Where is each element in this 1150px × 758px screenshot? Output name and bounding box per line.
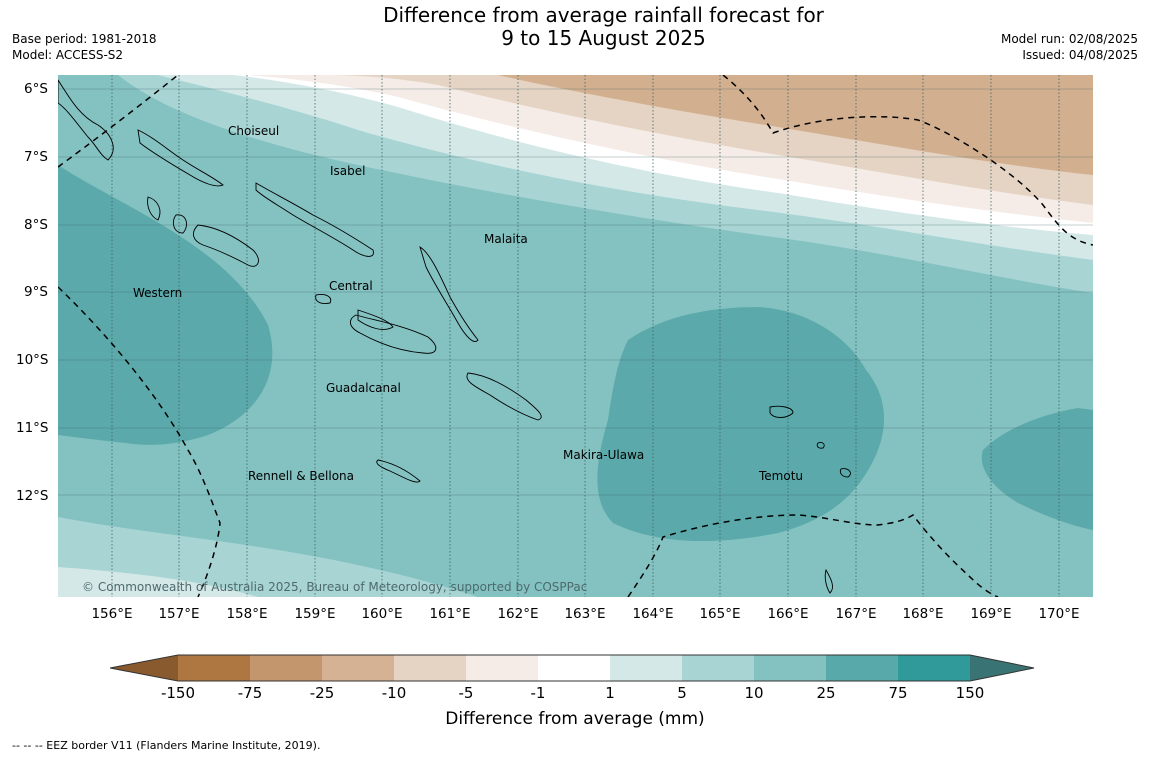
copyright-notice: © Commonwealth of Australia 2025, Bureau…: [82, 580, 588, 594]
colorbar-segment-1: [178, 655, 250, 681]
island-central: [357, 309, 394, 330]
lat-label-10s: 10°S: [16, 352, 49, 368]
lon-label-159e: 159°E: [294, 606, 336, 622]
lat-label-7s: 7°S: [24, 149, 48, 165]
colorbar-tick-label: 75: [888, 684, 908, 702]
colorbar-tick-label: -75: [237, 684, 263, 702]
lon-label-168e: 168°E: [902, 606, 944, 622]
colorbar-segment-2: [250, 655, 322, 681]
island-south-east: [824, 568, 833, 594]
meta-left: Base period: 1981-2018 Model: ACCESS-S2: [12, 31, 157, 63]
lon-label-162e: 162°E: [497, 606, 539, 622]
longitude-gridlines: [111, 75, 1060, 597]
lat-label-6s: 6°S: [24, 81, 48, 97]
colorbar-segment-8: [682, 655, 754, 681]
island-anuta: [839, 468, 851, 478]
island-choiseul: [137, 129, 224, 187]
island-rennell: [376, 459, 421, 483]
issued-date: Issued: 04/08/2025: [1022, 48, 1138, 62]
island-tikopia: [816, 442, 825, 449]
eez-footnote: -- -- -- EEZ border V11 (Flanders Marine…: [12, 739, 321, 752]
base-period: Base period: 1981-2018: [12, 32, 157, 46]
title-line-2: 9 to 15 August 2025: [501, 26, 706, 50]
band-25-75-western: [58, 165, 273, 445]
colorbar-tick-label: 5: [677, 684, 687, 702]
colorbar-segment-5: [466, 655, 538, 681]
title-line-1: Difference from average rainfall forecas…: [383, 3, 824, 27]
island-isabel: [255, 182, 374, 257]
label-rennell-bellona: Rennell & Bellona: [248, 469, 355, 483]
lon-label-169e: 169°E: [970, 606, 1012, 622]
lat-label-11s: 11°S: [16, 420, 49, 436]
lon-label-165e: 165°E: [699, 606, 741, 622]
model-run: Model run: 02/08/2025: [1000, 32, 1138, 46]
island-western-1: [147, 196, 161, 221]
map-svg: [58, 75, 1093, 597]
colorbar-extend-high: [970, 655, 1034, 681]
colorbar-title: Difference from average (mm): [445, 709, 705, 729]
colorbar-segment-9: [754, 655, 826, 681]
lon-label-164e: 164°E: [632, 606, 674, 622]
band-5-10-southwest: [58, 517, 478, 597]
island-guadalcanal: [350, 314, 437, 354]
colorbar-tick-label: 150: [955, 684, 985, 702]
colorbar-tick-label: -5: [458, 684, 474, 702]
colorbar-segment-11: [898, 655, 970, 681]
lon-label-166e: 166°E: [767, 606, 809, 622]
eez-border: [58, 75, 1093, 597]
island-santa-cruz: [769, 405, 794, 418]
latitude-gridlines: [58, 88, 1093, 496]
label-makira-ulawa: Makira-Ulawa: [563, 448, 645, 462]
colorbar: [110, 654, 1035, 682]
label-temotu: Temotu: [759, 469, 804, 483]
lon-label-157e: 157°E: [158, 606, 200, 622]
colorbar-segment-3: [322, 655, 394, 681]
label-guadalcanal: Guadalcanal: [326, 381, 401, 395]
band-1-5-southwest: [58, 567, 258, 597]
lon-label-163e: 163°E: [564, 606, 606, 622]
chart-title: Difference from average rainfall forecas…: [0, 4, 1150, 50]
island-russell: [315, 294, 332, 304]
island-western-2: [172, 214, 187, 234]
lon-label-167e: 167°E: [835, 606, 877, 622]
colorbar-segment-7: [610, 655, 682, 681]
lat-label-12s: 12°S: [16, 488, 49, 504]
label-western: Western: [133, 286, 183, 300]
colorbar-tick-label: -25: [309, 684, 335, 702]
colorbar-tick-label: -1: [530, 684, 546, 702]
colorbar-extend-low: [110, 655, 178, 681]
island-bougainville: [58, 79, 114, 161]
island-new-georgia: [192, 224, 259, 267]
island-malaita: [419, 246, 479, 342]
lon-label-161e: 161°E: [429, 606, 471, 622]
meta-right: Model run: 02/08/2025 Issued: 04/08/2025: [1001, 31, 1138, 63]
colorbar-segment-6: [538, 655, 610, 681]
model-name: Model: ACCESS-S2: [12, 48, 124, 62]
colorbar-segment-4: [394, 655, 466, 681]
colorbar-tick-label: -150: [160, 684, 196, 702]
coastlines: [58, 79, 851, 594]
colorbar-segment-10: [826, 655, 898, 681]
colorbar-tick-label: 10: [744, 684, 764, 702]
lon-label-160e: 160°E: [361, 606, 403, 622]
lat-label-9s: 9°S: [24, 284, 48, 300]
island-makira: [466, 372, 542, 421]
band-25-75-temotu: [597, 307, 885, 542]
colorbar-tick-label: -10: [381, 684, 407, 702]
rainfall-map: Choiseul Isabel Malaita Western Central …: [58, 75, 1093, 597]
band-25-75-east: [981, 408, 1093, 530]
lat-label-8s: 8°S: [24, 217, 48, 233]
label-central: Central: [329, 279, 373, 293]
label-choiseul: Choiseul: [228, 124, 280, 138]
colorbar-outline: [110, 654, 1035, 682]
label-isabel: Isabel: [330, 164, 366, 178]
colorbar-tick-label: 25: [816, 684, 836, 702]
colorbar-tick-label: 1: [605, 684, 615, 702]
band-dry-10-25: [428, 75, 1093, 175]
lon-label-170e: 170°E: [1038, 606, 1080, 622]
label-malaita: Malaita: [484, 232, 528, 246]
lon-label-156e: 156°E: [91, 606, 133, 622]
lon-label-158e: 158°E: [226, 606, 268, 622]
